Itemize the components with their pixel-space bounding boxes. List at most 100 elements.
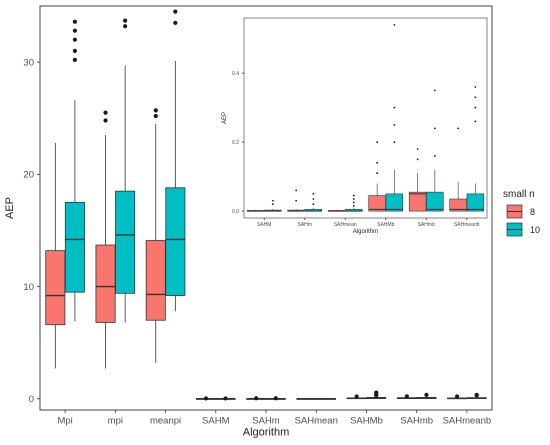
main-x-tick-label: SAHmeanb bbox=[443, 416, 492, 427]
main-box-series-10 bbox=[366, 390, 387, 399]
main-outlier-point bbox=[173, 20, 178, 25]
main-x-tick-label: mpi bbox=[108, 416, 123, 427]
inset-outlier-point bbox=[312, 192, 315, 195]
inset-box-series-10 bbox=[385, 23, 404, 212]
main-x-tick-label: meanpi bbox=[150, 416, 181, 427]
inset-outlier-point bbox=[376, 172, 379, 175]
inset-panel-background bbox=[243, 17, 488, 219]
inset-panel-group: 0.0 0.2 0.4 SAHM SAHm SAHmean SAHMb SAHmb SAHmea… bbox=[222, 17, 488, 235]
main-outlier-point bbox=[123, 24, 128, 29]
main-outlier-point bbox=[223, 396, 228, 401]
main-outlier-point bbox=[173, 9, 178, 14]
main-outlier-point bbox=[153, 113, 158, 119]
inset-box bbox=[408, 191, 427, 212]
main-x-tick-label: SAHMb bbox=[350, 416, 383, 427]
main-outlier-point bbox=[72, 48, 78, 53]
main-y-tick-label: 10 bbox=[23, 282, 34, 293]
main-x-tick-label: Mpi bbox=[57, 416, 72, 427]
inset-y-axis-title: AEP bbox=[222, 112, 228, 124]
inset-outlier-point bbox=[433, 155, 436, 157]
main-box-series-10 bbox=[64, 19, 85, 322]
legend-title: small n bbox=[503, 189, 535, 200]
inset-outlier-point bbox=[433, 127, 436, 130]
main-outlier-point bbox=[123, 18, 128, 23]
main-outlier-point bbox=[72, 19, 78, 24]
main-outlier-point bbox=[424, 392, 429, 397]
inset-box-series-10 bbox=[345, 194, 363, 212]
main-box bbox=[45, 250, 66, 326]
inset-outlier-point bbox=[352, 201, 355, 204]
inset-box bbox=[385, 193, 404, 212]
main-x-axis-title: Algorithm bbox=[243, 427, 289, 439]
main-box-series-8 bbox=[346, 394, 367, 400]
main-x-tick-label: SAHmean bbox=[295, 416, 338, 427]
main-outlier-point bbox=[203, 396, 209, 401]
inset-outlier-point bbox=[352, 205, 355, 207]
inset-box-series-10 bbox=[466, 86, 485, 212]
main-y-axis-title: AEP bbox=[4, 197, 16, 219]
main-outlier-point bbox=[153, 108, 158, 113]
main-box-series-8 bbox=[447, 394, 468, 400]
main-y-tick-label: 20 bbox=[23, 170, 34, 181]
main-box-series-10 bbox=[466, 392, 487, 399]
inset-x-tick-label: SAHmeanb bbox=[454, 222, 480, 228]
inset-box-series-8 bbox=[408, 148, 427, 212]
main-y-tick-label: 30 bbox=[23, 57, 34, 68]
main-outlier-point bbox=[103, 118, 108, 123]
main-box-series-10 bbox=[416, 392, 437, 399]
main-outlier-point bbox=[72, 37, 78, 42]
main-outlier-point bbox=[374, 390, 379, 395]
inset-x-tick-label: SAHM bbox=[257, 222, 271, 228]
inset-box-series-10 bbox=[426, 89, 444, 212]
inset-box bbox=[449, 198, 467, 212]
main-outlier-point bbox=[254, 396, 259, 401]
inset-x-tick-label: SAHmb bbox=[418, 222, 435, 228]
inset-outlier-point bbox=[416, 158, 419, 161]
main-x-tick-label: SAHmb bbox=[400, 416, 433, 427]
inset-y-tick-label: 0.2 bbox=[232, 140, 239, 146]
legend-label-8: 8 bbox=[530, 207, 535, 217]
main-outlier-point bbox=[72, 57, 78, 62]
main-x-tick-label: SAHM bbox=[202, 416, 230, 427]
inset-outlier-point bbox=[312, 198, 315, 200]
inset-y-tick-label: 0.4 bbox=[232, 71, 239, 77]
inset-outlier-point bbox=[393, 141, 396, 144]
inset-outlier-point bbox=[433, 89, 436, 92]
main-box-series-10 bbox=[115, 18, 136, 323]
legend: small n 8 10 bbox=[503, 189, 540, 237]
main-box-series-10 bbox=[265, 396, 286, 401]
main-box-series-10 bbox=[215, 396, 236, 401]
inset-outlier-point bbox=[376, 161, 379, 164]
inset-x-tick-label: SAHmean bbox=[334, 222, 357, 228]
main-outlier-point bbox=[404, 394, 409, 399]
inset-box-series-8 bbox=[287, 189, 305, 212]
inset-box-series-8 bbox=[368, 141, 386, 212]
inset-y-tick-label: 0.0 bbox=[232, 209, 239, 215]
inset-box-series-8 bbox=[246, 209, 265, 212]
inset-outlier-point bbox=[474, 120, 477, 123]
inset-outlier-point bbox=[474, 96, 477, 99]
inset-outlier-point bbox=[352, 198, 355, 200]
main-box-series-10 bbox=[316, 398, 337, 400]
main-box-series-8 bbox=[95, 110, 116, 369]
inset-outlier-point bbox=[271, 203, 274, 206]
main-outlier-point bbox=[72, 28, 78, 33]
inset-outlier-point bbox=[295, 199, 298, 202]
inset-outlier-point bbox=[416, 148, 419, 150]
main-outlier-point bbox=[273, 396, 278, 401]
inset-outlier-point bbox=[376, 141, 379, 144]
inset-outlier-point bbox=[393, 23, 396, 26]
inset-outlier-point bbox=[393, 123, 396, 126]
inset-box-series-10 bbox=[264, 199, 282, 212]
main-box bbox=[95, 244, 116, 323]
main-box bbox=[64, 201, 85, 293]
main-outlier-point bbox=[474, 392, 479, 397]
inset-x-axis-title: Algorithm bbox=[353, 229, 378, 235]
inset-outlier-point bbox=[393, 106, 396, 109]
legend-label-10: 10 bbox=[530, 225, 540, 235]
inset-box-series-8 bbox=[327, 209, 346, 212]
inset-outlier-point bbox=[474, 106, 477, 109]
inset-box bbox=[466, 193, 485, 212]
